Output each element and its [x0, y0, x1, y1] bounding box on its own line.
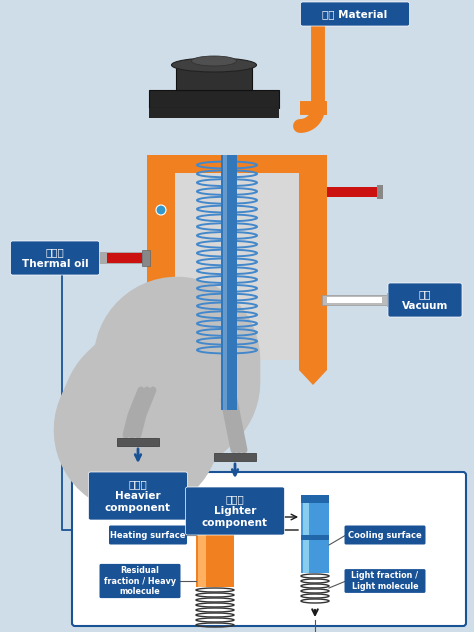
FancyBboxPatch shape	[89, 472, 188, 520]
FancyBboxPatch shape	[345, 569, 426, 593]
FancyBboxPatch shape	[147, 155, 327, 173]
FancyBboxPatch shape	[175, 155, 299, 360]
Text: Residual
fraction / Heavy
molecule: Residual fraction / Heavy molecule	[104, 566, 176, 596]
FancyBboxPatch shape	[303, 503, 309, 573]
FancyBboxPatch shape	[221, 155, 237, 410]
FancyBboxPatch shape	[301, 503, 329, 573]
Ellipse shape	[191, 56, 237, 66]
Circle shape	[156, 205, 166, 215]
FancyBboxPatch shape	[387, 293, 393, 307]
Text: Heating surface: Heating surface	[110, 530, 186, 540]
Text: 重组分
Heavier
component: 重组分 Heavier component	[105, 479, 171, 513]
FancyBboxPatch shape	[147, 155, 175, 360]
FancyBboxPatch shape	[109, 485, 187, 504]
FancyBboxPatch shape	[322, 295, 392, 305]
FancyBboxPatch shape	[10, 241, 100, 275]
FancyBboxPatch shape	[109, 525, 187, 545]
FancyBboxPatch shape	[185, 487, 284, 535]
Text: 导热油
Thermal oil: 导热油 Thermal oil	[22, 247, 88, 269]
FancyBboxPatch shape	[107, 253, 142, 263]
FancyBboxPatch shape	[149, 90, 279, 108]
FancyBboxPatch shape	[327, 297, 382, 303]
FancyBboxPatch shape	[345, 525, 426, 545]
FancyBboxPatch shape	[301, 495, 329, 503]
FancyBboxPatch shape	[196, 487, 234, 587]
Text: Feed material: Feed material	[115, 490, 181, 499]
Text: Light fraction /
Light molecule: Light fraction / Light molecule	[352, 571, 419, 591]
FancyBboxPatch shape	[327, 187, 382, 197]
FancyBboxPatch shape	[214, 453, 256, 461]
FancyBboxPatch shape	[100, 564, 181, 598]
FancyBboxPatch shape	[299, 320, 327, 370]
FancyBboxPatch shape	[299, 155, 327, 320]
FancyBboxPatch shape	[388, 283, 462, 317]
FancyBboxPatch shape	[142, 250, 150, 266]
Polygon shape	[312, 22, 324, 30]
Text: Heavy: Heavy	[253, 520, 282, 529]
Text: 真空
Vacuum: 真空 Vacuum	[402, 289, 448, 311]
Text: Cooling surface: Cooling surface	[348, 530, 422, 540]
FancyBboxPatch shape	[117, 438, 159, 446]
FancyBboxPatch shape	[301, 535, 329, 540]
FancyBboxPatch shape	[198, 487, 206, 587]
FancyBboxPatch shape	[149, 108, 279, 118]
Polygon shape	[299, 370, 327, 385]
Text: 轻组分
Lighter
component: 轻组分 Lighter component	[202, 494, 268, 528]
Polygon shape	[306, 10, 330, 22]
Text: Light: Light	[256, 505, 279, 514]
FancyBboxPatch shape	[72, 472, 466, 626]
FancyBboxPatch shape	[223, 155, 227, 410]
FancyBboxPatch shape	[301, 2, 410, 26]
Ellipse shape	[172, 58, 256, 72]
FancyBboxPatch shape	[92, 252, 147, 264]
Text: 物料 Material: 物料 Material	[322, 9, 388, 19]
FancyBboxPatch shape	[176, 65, 252, 90]
FancyBboxPatch shape	[377, 185, 383, 199]
FancyBboxPatch shape	[89, 250, 94, 266]
